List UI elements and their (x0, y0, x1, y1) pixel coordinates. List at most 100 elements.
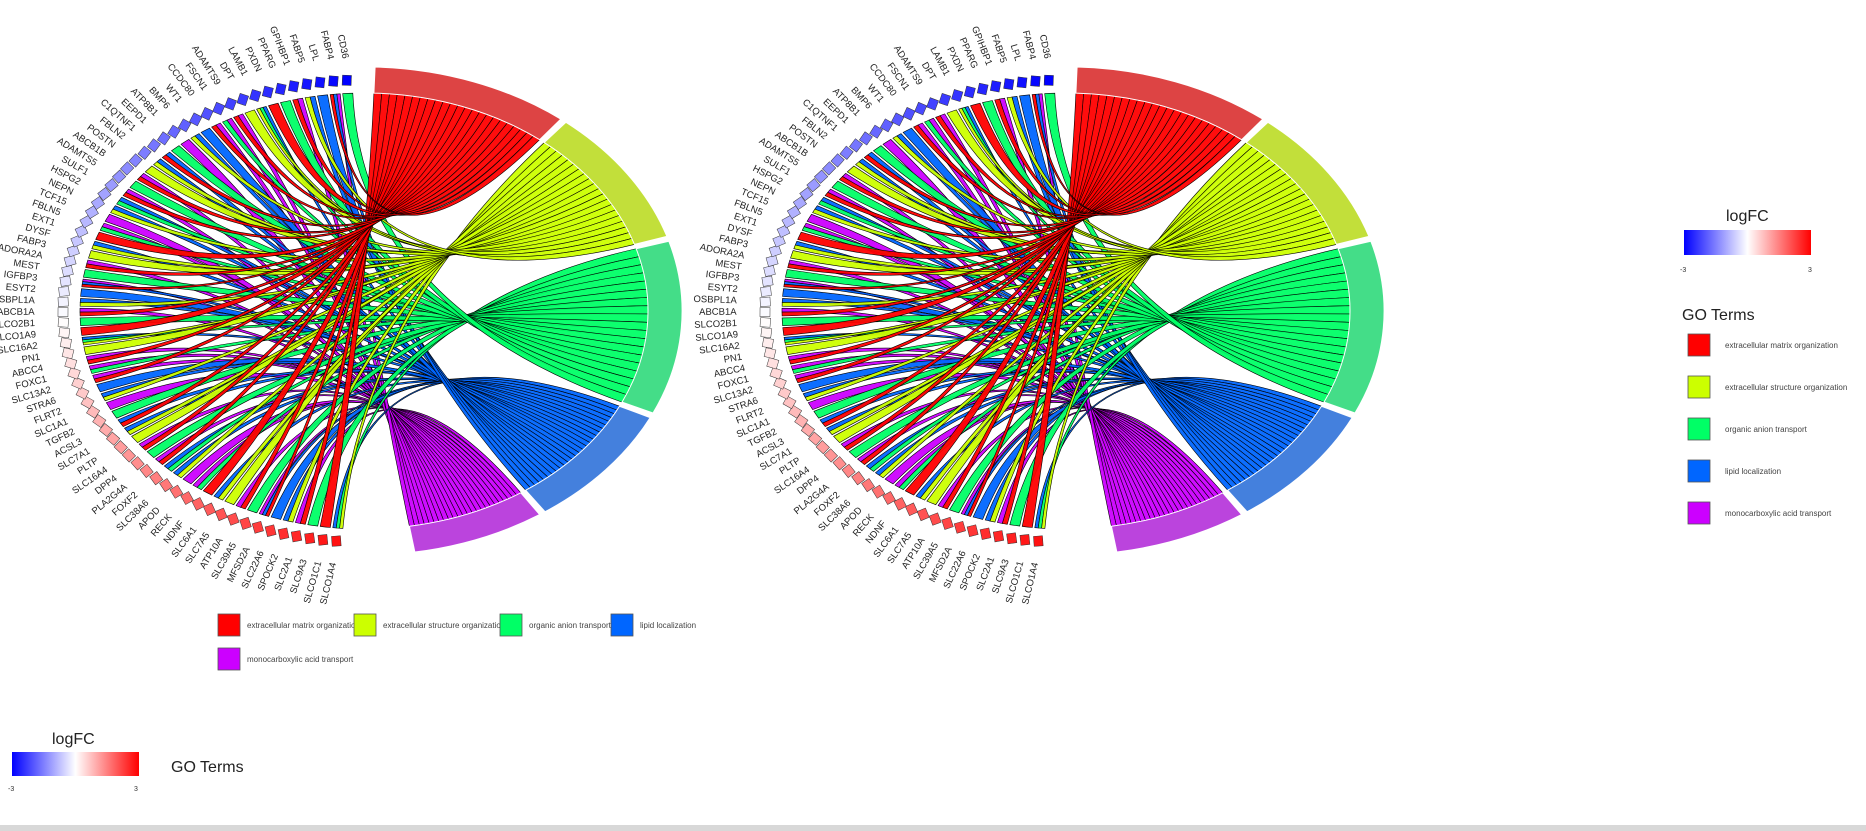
gene-logfc-box (61, 347, 75, 360)
gene-label: CD36 (1037, 34, 1053, 60)
gene-logfc-box (822, 161, 837, 176)
go-sector-extracellular-structure-organization (543, 121, 668, 245)
logfc-gradient-bar (12, 752, 139, 776)
gene-logfc-box (341, 74, 352, 86)
gene-logfc-box (200, 107, 214, 121)
gene-logfc-box (823, 448, 838, 463)
gene-logfc-box (261, 85, 274, 99)
gene-logfc-box (274, 82, 287, 96)
gene-label: OSBPL1A (0, 294, 36, 307)
gene-logfc-box (871, 484, 886, 499)
go-legend-swatch (1687, 459, 1711, 483)
gene-logfc-box (301, 78, 313, 90)
gene-logfc-box (214, 507, 228, 522)
gene-logfc-box (989, 80, 1002, 93)
gene-logfc-box (815, 440, 830, 455)
logfc-max-label: 3 (1808, 267, 1812, 274)
gene-logfc-box (159, 478, 173, 493)
go-terms-legend-title: GO Terms (171, 759, 244, 776)
gene-logfc-box (953, 520, 966, 534)
gene-logfc-box (773, 376, 787, 390)
go-legend-item-organic-anion-transport: organic anion transport (499, 613, 612, 637)
go-legend-label: monocarboxylic acid transport (1725, 509, 1832, 518)
go-terms-legend-title: GO Terms (1682, 307, 1755, 324)
logfc-min-label: -3 (8, 786, 14, 793)
gene-logfc-box (169, 484, 184, 499)
go-legend-swatch (1687, 375, 1711, 399)
gene-label: LPL (1008, 43, 1023, 62)
gene-logfc-box (74, 224, 89, 238)
gene-logfc-box (914, 101, 928, 116)
gene-logfc-box (75, 386, 90, 400)
gene-logfc-box (236, 93, 249, 106)
go-legend-swatch (353, 613, 377, 637)
gene-logfc-box (951, 89, 964, 102)
gene-logfc-box (224, 97, 237, 111)
gene-label: LPL (306, 43, 321, 62)
gene-label: OSBPL1A (693, 294, 737, 307)
logfc-max-label: 3 (134, 786, 138, 793)
gene-logfc-box (147, 138, 161, 153)
go-legend-label: organic anion transport (1725, 425, 1808, 434)
gene-label: PN1 (723, 352, 743, 366)
gene-logfc-box (772, 234, 786, 248)
go-legend-label: monocarboxylic acid transport (247, 655, 354, 664)
gene-logfc-box (80, 395, 95, 410)
gene-logfc-box (58, 327, 71, 339)
go-sector-organic-anion-transport (621, 240, 683, 414)
gene-logfc-box (251, 520, 264, 534)
gene-logfc-box (57, 317, 69, 328)
go-legend-item-lipid-localization: lipid localization (1687, 459, 1781, 483)
gene-logfc-box (137, 145, 152, 160)
gene-label: SLCO2B1 (0, 318, 35, 331)
gene-logfc-box (64, 357, 78, 370)
logfc-legend-title: logFC (52, 731, 95, 748)
gene-label: CD36 (335, 34, 351, 60)
gene-logfc-box (157, 131, 171, 146)
gene-logfc-box (777, 386, 792, 400)
gene-logfc-box (328, 75, 339, 87)
window-bottom-bar (0, 825, 1866, 831)
go-legend-label: organic anion transport (529, 621, 612, 630)
gene-logfc-box (1016, 76, 1028, 89)
gene-logfc-box (776, 224, 791, 238)
go-sector-lipid-localization (1226, 405, 1353, 513)
gene-logfc-box (963, 85, 976, 99)
gene-label: SLC16A2 (699, 341, 741, 357)
gene-logfc-box (139, 463, 154, 478)
go-legend-swatch (1687, 417, 1711, 441)
go-legend-item-extracellular-matrix-organization: extracellular matrix organization (217, 613, 360, 637)
gene-logfc-box (849, 138, 863, 153)
gene-logfc-box (63, 254, 77, 267)
gene-logfc-box (782, 395, 797, 410)
go-legend-item-extracellular-structure-organization: extracellular structure organization (353, 613, 505, 637)
gene-logfc-box (58, 286, 70, 297)
gene-logfc-box (104, 178, 119, 193)
gene-logfc-box (763, 265, 776, 277)
gene-logfc-box (121, 448, 136, 463)
chord-chart-left: SLCO1A4SLCO1C1SLC9A3SLC2A1SPOCK2SLC22A6M… (0, 25, 683, 606)
gene-logfc-box (763, 347, 777, 360)
gene-logfc-box (67, 367, 81, 380)
gene-logfc-box (264, 524, 277, 537)
gene-logfc-box (926, 97, 939, 111)
gene-logfc-box (314, 76, 326, 89)
gene-label: IGFBP3 (3, 269, 38, 284)
gene-logfc-box (992, 530, 1005, 543)
go-legend-item-organic-anion-transport: organic anion transport (1687, 417, 1808, 441)
gene-logfc-box (61, 265, 74, 277)
chord-chart-right: SLCO1A4SLCO1C1SLC9A3SLC2A1SPOCK2SLC22A6M… (693, 25, 1385, 606)
logfc-min-label: -3 (1680, 267, 1686, 274)
gene-logfc-box (290, 530, 303, 543)
gene-logfc-box (859, 131, 873, 146)
gene-label: SLCO1A9 (695, 329, 739, 344)
gene-logfc-box (830, 153, 845, 168)
gene-logfc-box (180, 491, 194, 505)
gene-logfc-box (928, 512, 942, 526)
gene-logfc-box (57, 296, 69, 307)
gene-logfc-box (1043, 74, 1054, 86)
go-sector-organic-anion-transport (1323, 240, 1385, 414)
gene-label: ESYT2 (5, 282, 36, 295)
gene-logfc-box (902, 107, 916, 121)
